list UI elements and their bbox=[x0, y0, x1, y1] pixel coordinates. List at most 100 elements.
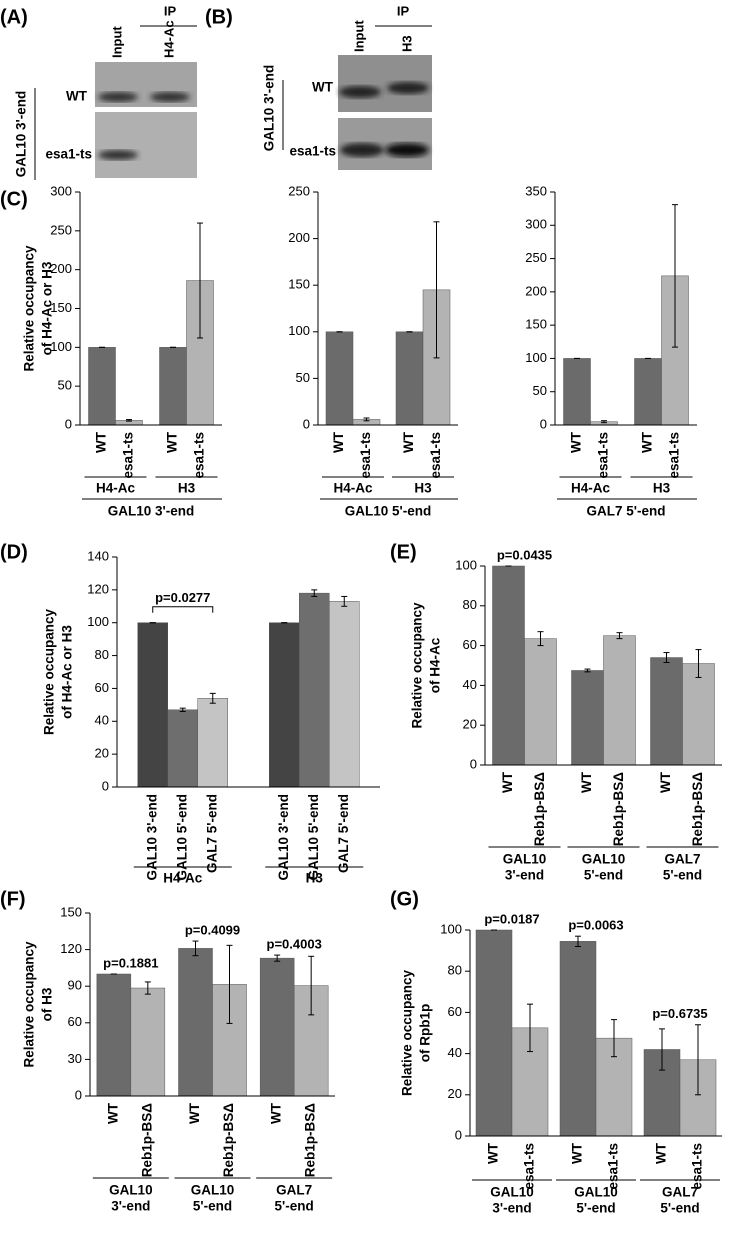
category-label: 5'-end bbox=[660, 1201, 699, 1216]
bar-label: WT bbox=[269, 1102, 284, 1124]
y-tick-label: 200 bbox=[288, 230, 310, 245]
y-tick-label: 60 bbox=[463, 637, 477, 652]
category-label: GAL10 bbox=[574, 1185, 618, 1200]
band bbox=[339, 86, 381, 98]
bar-label: Reb1p-BSΔ bbox=[611, 772, 626, 847]
gel bbox=[95, 112, 197, 178]
bar-label: Reb1p-BSΔ bbox=[139, 1103, 154, 1178]
y-tick-label: 20 bbox=[448, 1086, 462, 1101]
p-value: p=0.1881 bbox=[103, 955, 158, 970]
bar-label: WT bbox=[165, 431, 180, 453]
band bbox=[387, 82, 429, 94]
significance-bracket bbox=[152, 606, 214, 613]
bar-label: esa1-ts bbox=[358, 432, 373, 479]
bar-label: esa1-ts bbox=[522, 1143, 537, 1190]
category-label: GAL7 bbox=[276, 1183, 312, 1198]
bar-label: WT bbox=[500, 771, 515, 793]
panel-label: (C) bbox=[0, 188, 28, 210]
bar-label: Reb1p-BSΔ bbox=[303, 1103, 318, 1178]
category-label: GAL10 bbox=[109, 1183, 153, 1198]
category-label: 3'-end bbox=[505, 868, 544, 883]
category-label: H4-Ac bbox=[96, 481, 136, 496]
ip-label: IP bbox=[397, 3, 410, 18]
panel-label: (B) bbox=[205, 6, 233, 28]
bar-label: WT bbox=[331, 431, 346, 453]
bar bbox=[563, 358, 591, 426]
bar bbox=[603, 635, 636, 766]
y-tick-label: 120 bbox=[60, 941, 82, 956]
y-tick-label: 0 bbox=[75, 1087, 82, 1102]
bar bbox=[259, 957, 295, 1097]
category-label: H3 bbox=[653, 481, 671, 496]
row-label: WT bbox=[66, 89, 88, 104]
bar-label: esa1-ts bbox=[596, 432, 611, 479]
panel-label: (F) bbox=[0, 888, 26, 910]
bar bbox=[96, 973, 132, 1097]
y-tick-label: 80 bbox=[463, 597, 477, 612]
bar-label: esa1-ts bbox=[606, 1143, 621, 1190]
bar-label: WT bbox=[401, 431, 416, 453]
bar bbox=[634, 358, 662, 426]
y-tick-label: 200 bbox=[50, 261, 72, 276]
bar bbox=[682, 663, 715, 766]
band bbox=[150, 92, 190, 102]
category-label: 5'-end bbox=[275, 1199, 314, 1214]
bar-label: WT bbox=[105, 1102, 120, 1124]
category-label: 5'-end bbox=[193, 1199, 232, 1214]
y-tick-label: 150 bbox=[60, 904, 82, 919]
y-tick-label: 20 bbox=[463, 717, 477, 732]
y-tick-label: 50 bbox=[58, 378, 72, 393]
y-axis-label: of H4-Ac bbox=[428, 637, 443, 693]
panel-label: (A) bbox=[0, 6, 28, 28]
bar-label: WT bbox=[658, 771, 673, 793]
y-tick-label: 60 bbox=[95, 680, 109, 695]
y-tick-label: 100 bbox=[525, 350, 547, 365]
x-axis-label: GAL10 5'-end bbox=[345, 504, 431, 519]
y-axis-label: Relative occupancy bbox=[400, 969, 415, 1096]
y-tick-label: 20 bbox=[95, 746, 109, 761]
bar-label: WT bbox=[579, 771, 594, 793]
y-tick-label: 100 bbox=[455, 557, 477, 572]
bar-label: GAL10 3'-end bbox=[144, 794, 159, 880]
bar bbox=[524, 638, 557, 766]
y-tick-label: 0 bbox=[102, 778, 109, 793]
category-label: 5'-end bbox=[584, 868, 623, 883]
category-label: H4-Ac bbox=[333, 481, 373, 496]
category-label: 3'-end bbox=[492, 1201, 531, 1216]
y-axis-label: Relative occupancy bbox=[42, 608, 57, 735]
bar-label: GAL10 3'-end bbox=[276, 794, 291, 880]
y-tick-label: 40 bbox=[463, 677, 477, 692]
y-axis-label: of H3 bbox=[40, 987, 55, 1021]
bar bbox=[159, 347, 187, 426]
y-tick-label: 300 bbox=[50, 183, 72, 198]
bar bbox=[130, 987, 166, 1097]
y-tick-label: 100 bbox=[440, 921, 462, 936]
category-label: GAL10 bbox=[503, 852, 547, 867]
y-tick-label: 100 bbox=[288, 323, 310, 338]
bar bbox=[269, 622, 300, 788]
lane-label: Input bbox=[351, 20, 366, 52]
bar-label: WT bbox=[187, 1102, 202, 1124]
y-tick-label: 0 bbox=[455, 1127, 462, 1142]
y-axis-label: of H4-Ac or H3 bbox=[60, 625, 75, 719]
bar-label: GAL10 5'-end bbox=[174, 794, 189, 880]
y-tick-label: 50 bbox=[533, 383, 547, 398]
y-tick-label: 120 bbox=[87, 581, 109, 596]
p-value: p=0.0063 bbox=[568, 918, 623, 933]
category-label: 5'-end bbox=[576, 1201, 615, 1216]
p-value: p=0.4003 bbox=[267, 937, 322, 952]
y-tick-label: 80 bbox=[448, 963, 462, 978]
y-tick-label: 50 bbox=[296, 370, 310, 385]
x-axis-label: GAL7 5'-end bbox=[587, 504, 666, 519]
bar bbox=[325, 331, 354, 426]
row-label: WT bbox=[312, 80, 334, 95]
category-label: H3 bbox=[414, 481, 432, 496]
panel-label: (D) bbox=[0, 541, 28, 563]
bar bbox=[571, 670, 604, 766]
side-label: GAL10 3'-end bbox=[262, 65, 277, 151]
category-label: GAL10 bbox=[191, 1183, 235, 1198]
bar bbox=[167, 709, 198, 788]
bar-label: Reb1p-BSΔ bbox=[221, 1103, 236, 1178]
p-value: p=0.0277 bbox=[155, 590, 210, 605]
